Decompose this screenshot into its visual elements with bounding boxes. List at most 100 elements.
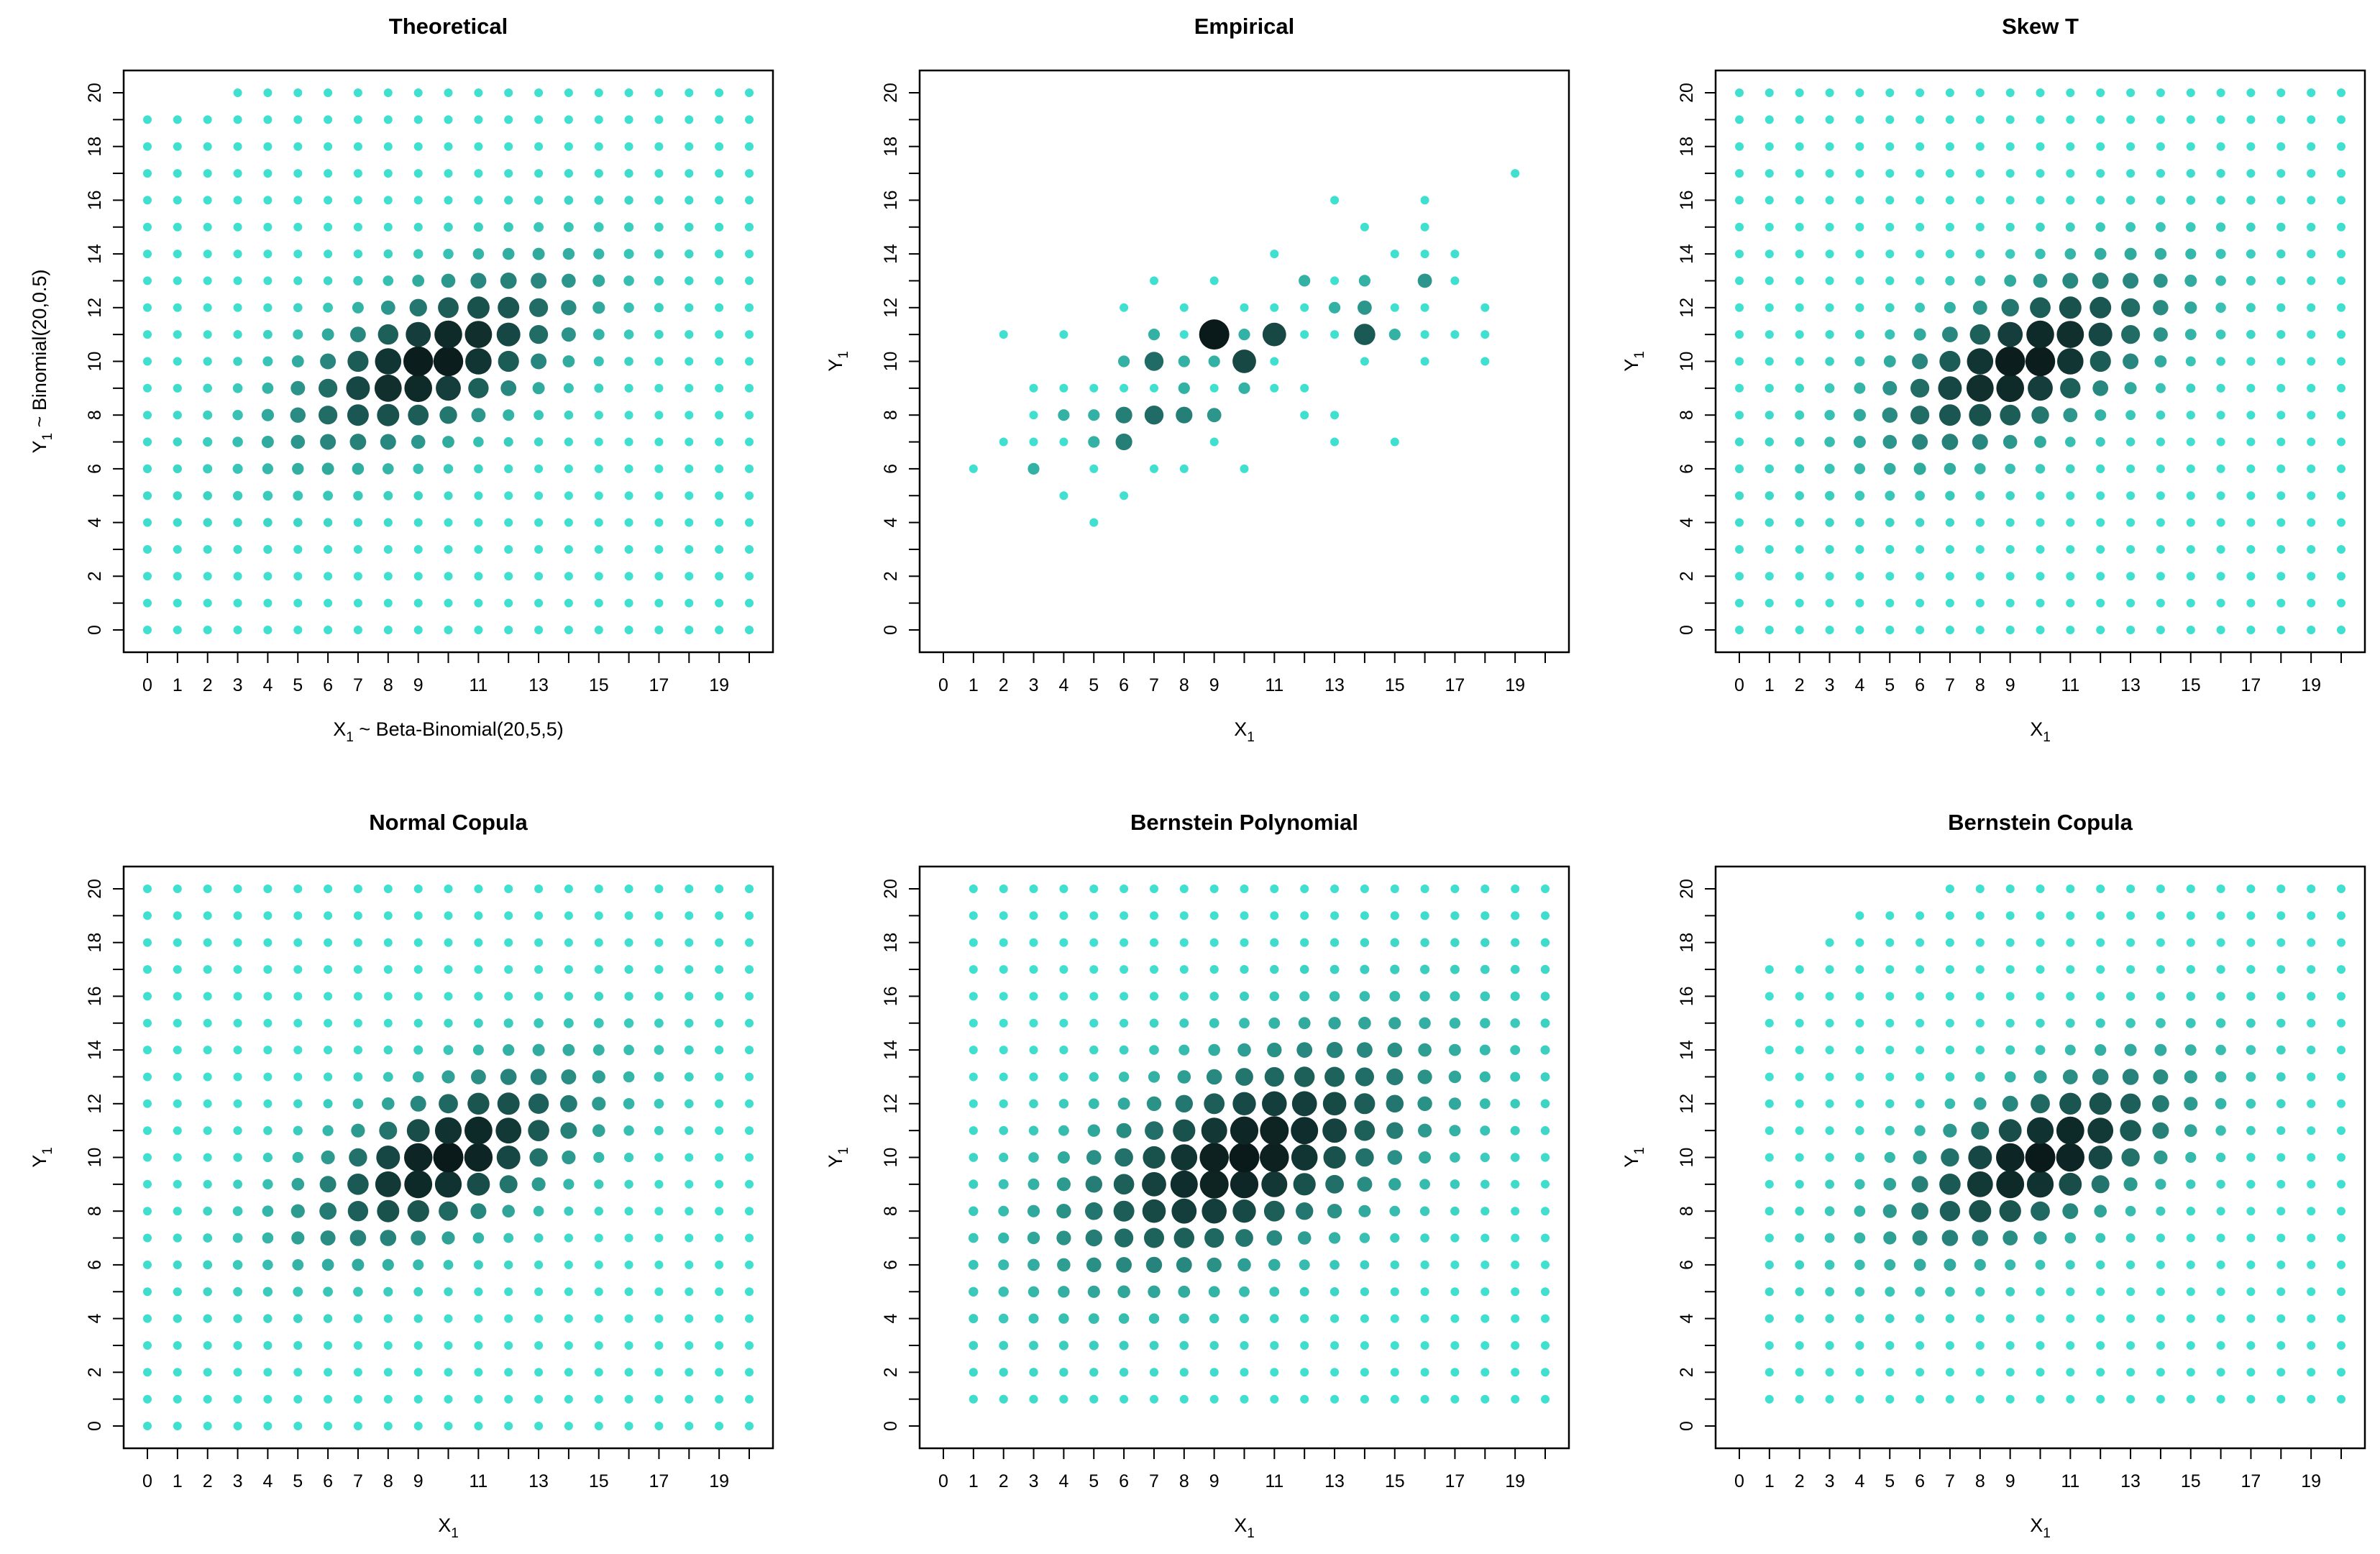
data-point (1027, 1286, 1040, 1298)
data-point (263, 169, 273, 178)
data-point (1795, 1099, 1804, 1108)
data-point (1945, 88, 1954, 97)
data-point (592, 274, 605, 287)
data-point (2246, 885, 2256, 893)
data-point (1027, 1231, 1040, 1245)
data-point (2005, 88, 2015, 97)
data-point (2155, 1179, 2166, 1190)
data-point (745, 572, 754, 581)
data-point (1510, 1099, 1520, 1109)
data-point (2005, 965, 2015, 974)
data-point (1240, 911, 1249, 920)
data-point (262, 1152, 273, 1163)
data-point (2276, 1072, 2286, 1082)
data-point (594, 1394, 603, 1404)
data-point (203, 115, 212, 124)
data-point (1029, 1046, 1038, 1055)
data-point (1510, 1071, 1521, 1082)
data-point (1540, 1018, 1550, 1028)
data-point (2184, 1124, 2197, 1137)
data-point (564, 1341, 573, 1350)
data-point (1360, 938, 1370, 947)
data-point (685, 88, 694, 97)
data-point (2125, 196, 2136, 205)
y-tick-label: 8 (1677, 1206, 1697, 1216)
data-point (2056, 321, 2084, 348)
data-point (1795, 1126, 1804, 1135)
data-point (2126, 911, 2136, 920)
data-point (1855, 1314, 1864, 1323)
data-point (1118, 1071, 1130, 1082)
data-point (1853, 436, 1866, 448)
data-point (654, 1314, 664, 1323)
data-point (685, 1179, 694, 1189)
data-point (173, 1046, 182, 1055)
data-point (383, 965, 393, 974)
data-point (2246, 572, 2256, 581)
data-point (654, 115, 664, 124)
data-point (1765, 115, 1774, 124)
data-point (1855, 303, 1864, 312)
data-point (969, 1099, 978, 1108)
data-point (353, 1046, 362, 1055)
panel-skew-t: Skew T0 1 2 3 4 5 6 7 8 9 11 13 15 17 1902468101214161… (1621, 14, 2366, 745)
data-point (1089, 1340, 1099, 1350)
data-point (685, 1394, 694, 1404)
x-tick-label: 5 (1089, 1471, 1099, 1491)
data-point (2036, 885, 2045, 893)
data-point (2276, 1207, 2286, 1216)
data-point (534, 221, 544, 232)
data-point (2036, 938, 2045, 947)
data-point (2005, 1314, 2015, 1323)
data-point (654, 1368, 664, 1377)
data-point (173, 303, 182, 312)
data-point (2031, 406, 2049, 424)
data-point (745, 303, 754, 312)
data-point (142, 437, 152, 447)
data-point (353, 545, 362, 554)
data-point (594, 598, 603, 608)
data-point (1942, 326, 1958, 342)
data-point (1510, 991, 1520, 1001)
data-point (263, 222, 273, 232)
data-point (1511, 1207, 1520, 1216)
data-point (1291, 1091, 1317, 1117)
data-point (592, 329, 605, 340)
data-point (2025, 1142, 2056, 1173)
data-point (2064, 1232, 2077, 1244)
data-point (2154, 247, 2167, 260)
data-point (1144, 352, 1164, 371)
data-point (1450, 1394, 1460, 1404)
data-point (383, 1045, 393, 1055)
data-point (654, 518, 664, 527)
data-point (969, 885, 978, 893)
data-point (685, 1422, 694, 1430)
data-point (263, 544, 273, 554)
data-point (1179, 885, 1189, 893)
data-point (1296, 1042, 1313, 1058)
data-point (534, 911, 544, 920)
data-point (998, 1232, 1010, 1244)
data-point (1735, 222, 1744, 232)
data-point (715, 222, 724, 232)
data-point (745, 1422, 754, 1430)
data-point (1209, 276, 1219, 285)
data-point (2066, 464, 2075, 474)
data-point (564, 911, 573, 920)
data-point (1355, 1148, 1374, 1167)
data-point (233, 885, 242, 893)
data-point (1824, 383, 1835, 393)
data-point (2186, 383, 2196, 393)
data-point (173, 142, 182, 151)
data-point (203, 911, 212, 920)
data-point (685, 598, 694, 608)
data-point (349, 434, 367, 450)
data-point (350, 326, 366, 342)
data-point (173, 464, 182, 474)
data-point (353, 115, 362, 124)
data-point (1735, 303, 1744, 312)
data-point (1855, 196, 1864, 205)
x-tick-label: 19 (2301, 675, 2321, 695)
data-point (173, 411, 182, 420)
